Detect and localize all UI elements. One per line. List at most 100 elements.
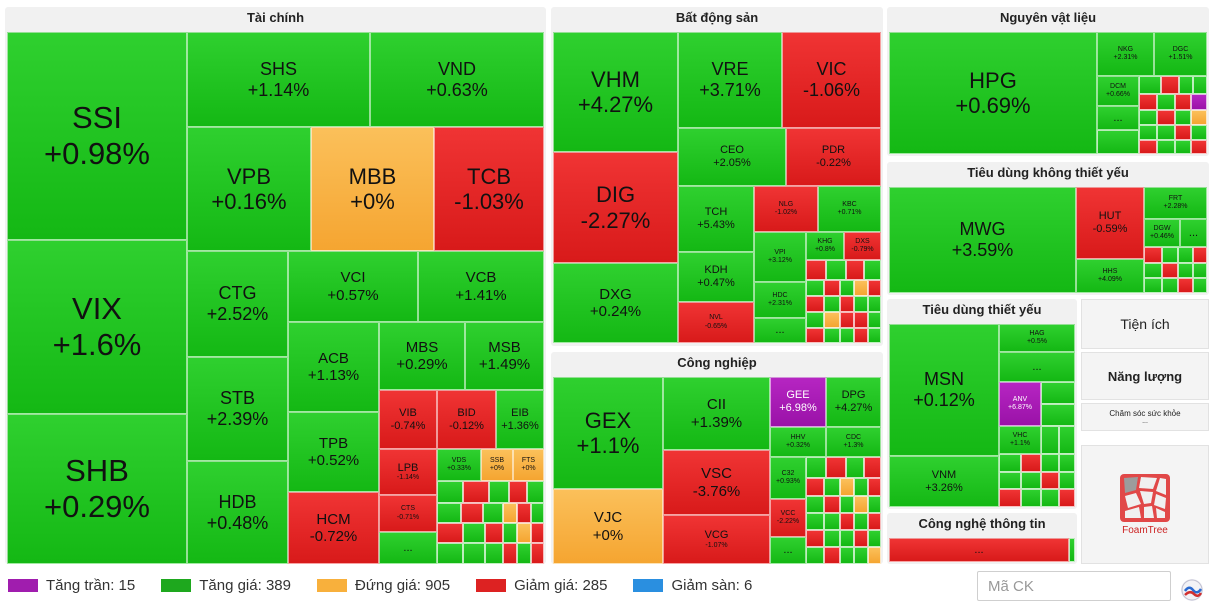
stock-tile-HCM[interactable]: HCM -0.72% [288, 492, 379, 564]
stock-tile-HDB[interactable]: HDB +0.48% [187, 461, 288, 564]
mini-tile[interactable] [1178, 263, 1193, 278]
mini-tile[interactable] [806, 260, 826, 280]
mini-tile[interactable] [1162, 278, 1178, 293]
mini-tile[interactable] [503, 543, 517, 564]
mini-tile[interactable] [806, 328, 824, 343]
stock-tile-HHV[interactable]: HHV +0.32% [770, 427, 826, 457]
stock-tile-CII[interactable]: CII +1.39% [663, 377, 770, 450]
mini-tile[interactable] [1191, 94, 1207, 110]
stock-tile-DXS[interactable]: DXS -0.79% [844, 232, 881, 260]
stock-tile-EIB[interactable]: EIB +1.36% [496, 390, 544, 449]
mini-tile[interactable] [463, 481, 489, 503]
mini-tile[interactable] [854, 478, 868, 496]
mini-tile[interactable] [806, 547, 824, 564]
stock-tile-CEO[interactable]: CEO +2.05% [678, 128, 786, 186]
mini-tile[interactable] [868, 312, 881, 328]
stock-tile-KDH[interactable]: KDH +0.47% [678, 252, 754, 302]
stock-tile-ACB[interactable]: ACB +1.13% [288, 322, 379, 412]
more-tile[interactable]: ... [1180, 219, 1207, 247]
mini-tile[interactable] [1021, 454, 1041, 472]
stock-tile-VRE[interactable]: VRE +3.71% [678, 32, 782, 128]
mini-tile[interactable] [1193, 278, 1207, 293]
mini-tile[interactable] [1021, 489, 1041, 507]
mini-tile[interactable] [531, 543, 544, 564]
stock-tile-VPI[interactable]: VPI +3.12% [754, 232, 806, 282]
stock-tile-STB[interactable]: STB +2.39% [187, 357, 288, 461]
mini-tile[interactable] [1193, 76, 1207, 94]
mini-tile[interactable] [1157, 140, 1175, 154]
mini-tile[interactable] [846, 260, 864, 280]
mini-tile[interactable] [999, 454, 1021, 472]
mini-tile[interactable] [868, 513, 881, 530]
refresh-icon[interactable] [1181, 579, 1203, 601]
stock-tile-HHS[interactable]: HHS +4.09% [1076, 259, 1144, 293]
mini-tile[interactable] [437, 523, 463, 543]
mini-tile[interactable] [437, 481, 463, 503]
mini-tile[interactable] [999, 472, 1021, 489]
mini-tile[interactable] [1161, 76, 1179, 94]
more-tile[interactable]: ... [1097, 106, 1139, 130]
stock-tile-GEX[interactable]: GEX +1.1% [553, 377, 663, 489]
stock-tile-VIC[interactable]: VIC -1.06% [782, 32, 881, 128]
mini-tile[interactable] [503, 523, 517, 543]
stock-tile-VDS[interactable]: VDS +0.33% [437, 449, 481, 481]
mini-tile[interactable] [840, 513, 854, 530]
mini-tile[interactable] [806, 296, 824, 312]
mini-tile[interactable] [531, 523, 544, 543]
stock-tile-VJC[interactable]: VJC +0% [553, 489, 663, 564]
mini-tile[interactable] [868, 496, 881, 513]
more-tile[interactable]: ... [754, 318, 806, 343]
mini-tile[interactable] [1059, 426, 1075, 454]
mini-tile[interactable] [868, 296, 881, 312]
mini-tile[interactable] [840, 296, 854, 312]
stock-tile-FTS[interactable]: FTS +0% [513, 449, 544, 481]
stock-tile-DCM[interactable]: DCM +0.66% [1097, 76, 1139, 106]
mini-tile[interactable] [864, 260, 881, 280]
stock-tile-HDC[interactable]: HDC +2.31% [754, 282, 806, 318]
mini-tile[interactable] [1144, 247, 1162, 263]
mini-tile[interactable] [517, 523, 531, 543]
stock-tile-VCG[interactable]: VCG -1.07% [663, 515, 770, 564]
stock-tile-VHM[interactable]: VHM +4.27% [553, 32, 678, 152]
stock-tile-MBS[interactable]: MBS +0.29% [379, 322, 465, 390]
mini-tile[interactable] [854, 296, 868, 312]
mini-tile[interactable] [840, 280, 854, 296]
stock-tile-VHC[interactable]: VHC +1.1% [999, 426, 1041, 454]
stock-tile-LPB[interactable]: LPB -1.14% [379, 449, 437, 495]
mini-tile[interactable] [1178, 247, 1193, 263]
mini-tile[interactable] [868, 547, 881, 564]
stock-tile-KBC[interactable]: KBC +0.71% [818, 186, 881, 232]
mini-tile[interactable] [824, 513, 840, 530]
mini-tile[interactable] [1041, 454, 1059, 472]
mini-tile[interactable] [824, 328, 840, 343]
mini-tile[interactable] [485, 543, 503, 564]
mini-tile[interactable] [517, 503, 531, 523]
stock-tile-VIX[interactable]: VIX +1.6% [7, 240, 187, 414]
stock-tile-NVL[interactable]: NVL -0.65% [678, 302, 754, 343]
mini-tile[interactable] [1157, 110, 1175, 125]
mini-tile[interactable] [1059, 454, 1075, 472]
mini-tile[interactable] [824, 547, 840, 564]
stock-tile-HUT[interactable]: HUT -0.59% [1076, 187, 1144, 259]
mini-tile[interactable] [854, 513, 868, 530]
more-tile[interactable]: ... [379, 532, 437, 564]
mini-tile[interactable] [1191, 110, 1207, 125]
stock-tile-TCB[interactable]: TCB -1.03% [434, 127, 544, 251]
mini-tile[interactable] [1179, 76, 1193, 94]
mini-tile[interactable] [1139, 94, 1157, 110]
more-tile[interactable]: ... [999, 352, 1075, 382]
mini-tile[interactable] [1139, 76, 1161, 94]
sector-energy[interactable]: Năng lượng [1081, 352, 1209, 400]
stock-tile-VCB[interactable]: VCB +1.41% [418, 251, 544, 322]
mini-tile[interactable] [1191, 125, 1207, 140]
mini-tile[interactable] [437, 543, 463, 564]
stock-tile-VCI[interactable]: VCI +0.57% [288, 251, 418, 322]
mini-tile[interactable] [840, 478, 854, 496]
mini-tile[interactable] [824, 478, 840, 496]
mini-tile[interactable] [854, 280, 868, 296]
stock-tile-SHS[interactable]: SHS +1.14% [187, 32, 370, 127]
mini-tile[interactable] [1178, 278, 1193, 293]
mini-tile[interactable] [1041, 426, 1059, 454]
stock-tile-MBB[interactable]: MBB +0% [311, 127, 434, 251]
mini-tile[interactable] [806, 496, 824, 513]
